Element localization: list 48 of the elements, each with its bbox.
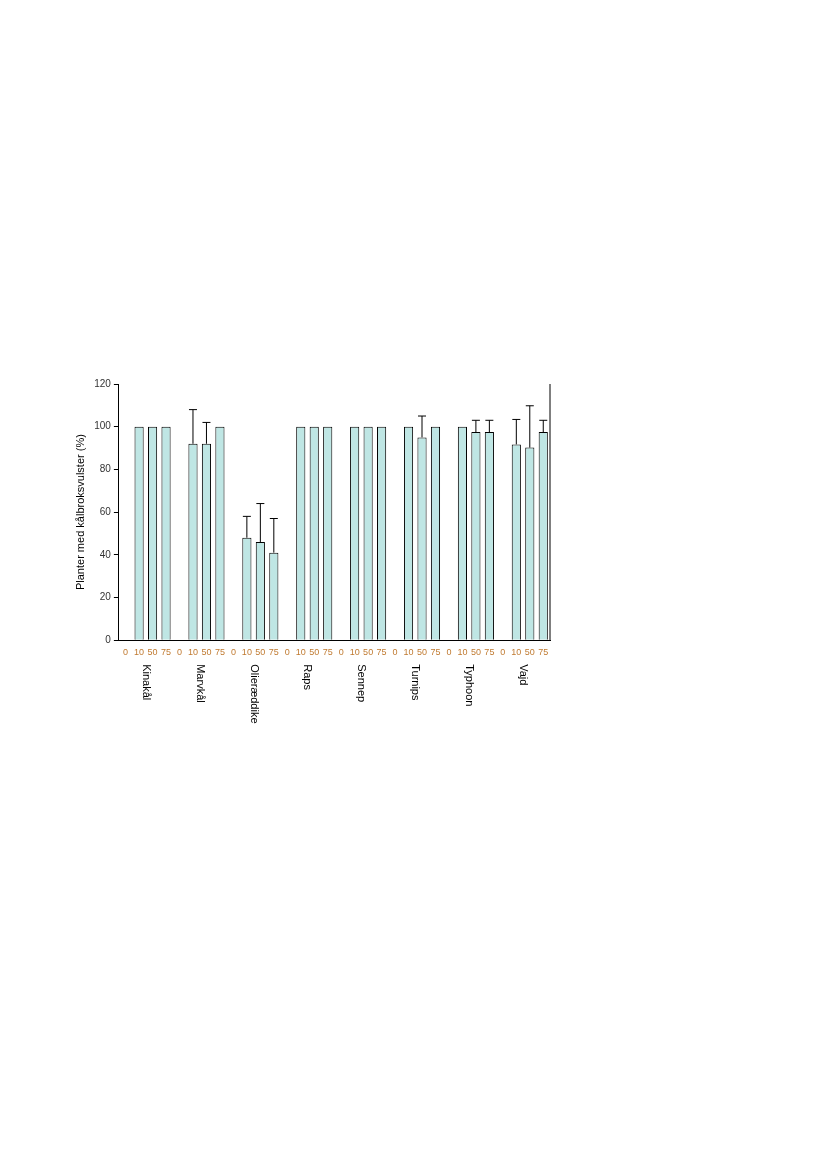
x-tick-label: 0: [230, 647, 236, 658]
text: Kinakål: [140, 664, 153, 701]
text: Raps: [302, 664, 315, 691]
x-tick-label: 75: [214, 647, 225, 658]
x-tick-label: 50: [147, 647, 158, 658]
x-tick-label: 10: [187, 647, 198, 658]
x-tick-label: 0: [500, 647, 506, 658]
text: Olieræddike: [248, 664, 261, 724]
x-tick-label: 50: [524, 647, 535, 658]
x-tick-label: 0: [123, 647, 129, 658]
x-tick-label: 0: [177, 647, 183, 658]
text: Turnips: [410, 664, 423, 701]
x-tick-label: 75: [268, 647, 279, 658]
y-tick-label: 80: [99, 463, 112, 475]
x-tick-label: 10: [295, 647, 306, 658]
x-tick-label: 75: [322, 647, 333, 658]
x-tick-label: 75: [376, 647, 387, 658]
x-tick-label: 50: [470, 647, 481, 658]
x-tick-label: 75: [484, 647, 495, 658]
x-tick-label: 0: [446, 647, 452, 658]
x-tick-label: 10: [511, 647, 522, 658]
x-tick-label: 0: [284, 647, 290, 658]
x-tick-label: 10: [349, 647, 360, 658]
x-tick-label: 0: [338, 647, 344, 658]
x-tick-label: 0: [392, 647, 398, 658]
x-tick-label: 10: [241, 647, 252, 658]
x-tick-label: 75: [161, 647, 172, 658]
y-tick-label: 120: [94, 377, 112, 389]
text: Vajd: [518, 664, 531, 686]
x-tick-label: 50: [417, 647, 428, 658]
x-tick-label: 50: [201, 647, 212, 658]
x-tick-label: 10: [457, 647, 468, 658]
x-tick-label: 10: [134, 647, 145, 658]
y-axis-title: Planter med kålbroksvulster (%): [73, 434, 86, 591]
x-tick-label: 50: [255, 647, 266, 658]
y-tick-label: 60: [99, 505, 112, 517]
y-tick-label: 20: [99, 591, 112, 603]
text: Sennep: [356, 664, 369, 703]
y-tick-label: 0: [105, 633, 112, 645]
x-tick-label: 50: [363, 647, 374, 658]
x-tick-label: 75: [430, 647, 441, 658]
x-tick-label: 10: [403, 647, 414, 658]
x-tick-label: 50: [309, 647, 320, 658]
text: Marvkål: [194, 664, 207, 703]
text: Typhoon: [464, 664, 477, 707]
y-tick-label: 100: [94, 420, 112, 432]
x-tick-label: 75: [538, 647, 549, 658]
y-tick-label: 40: [99, 548, 112, 560]
